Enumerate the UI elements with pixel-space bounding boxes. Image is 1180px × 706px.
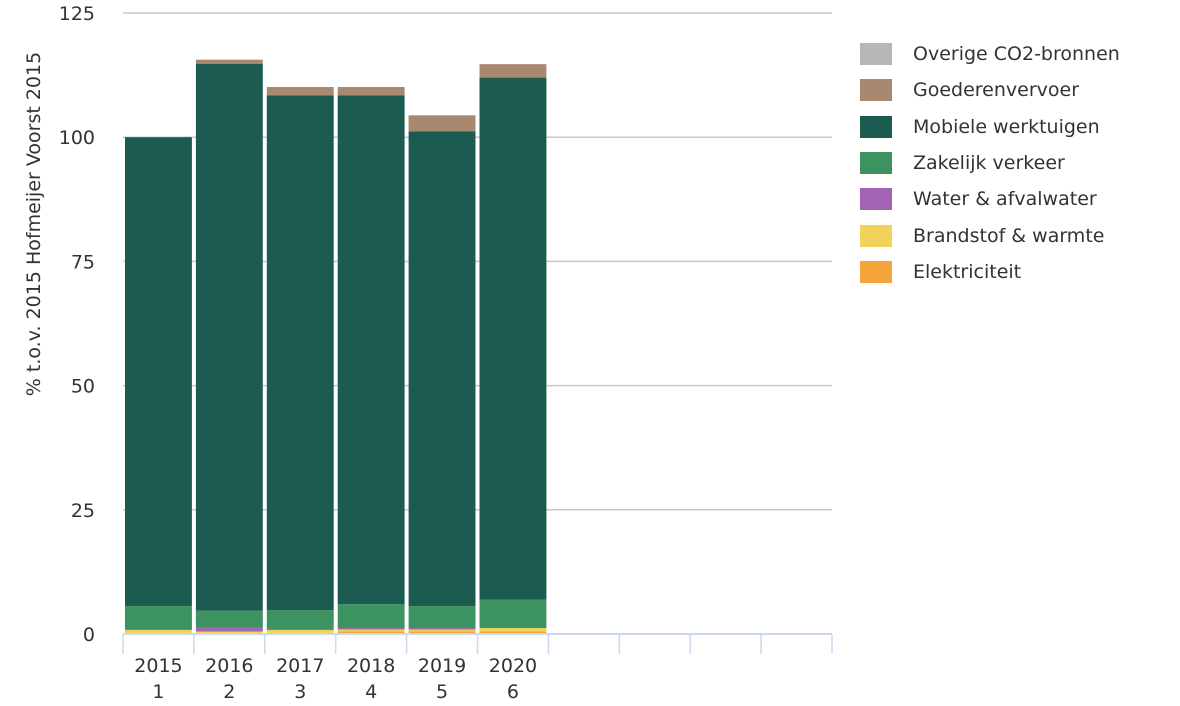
- x-tick-label: 2016: [205, 655, 253, 677]
- bar-segment: [479, 599, 547, 629]
- bar-segment: [408, 131, 476, 607]
- bar-segment: [337, 631, 405, 634]
- legend-swatch: [860, 188, 892, 211]
- bar-segment: [479, 64, 547, 78]
- legend-item[interactable]: Goederenvervoer: [860, 72, 1120, 108]
- bar-segment: [125, 630, 192, 634]
- y-tick-label: 25: [71, 500, 95, 522]
- bar-segment: [195, 63, 263, 611]
- legend-swatch: [860, 79, 892, 102]
- bar-segment: [125, 137, 192, 607]
- x-tick-sublabel: 2: [223, 681, 235, 703]
- x-tick-sublabel: 5: [436, 681, 448, 703]
- x-tick-label: 2018: [347, 655, 395, 677]
- bar-segment: [337, 87, 405, 96]
- bar-segment: [337, 629, 405, 632]
- bar-segment: [408, 115, 476, 132]
- bar-segment: [266, 95, 334, 611]
- bar-segment: [195, 59, 263, 64]
- legend-item[interactable]: Brandstof & warmte: [860, 217, 1120, 253]
- legend-label: Brandstof & warmte: [913, 224, 1105, 247]
- x-tick-label: 2020: [489, 655, 537, 677]
- bar-segment: [479, 77, 547, 600]
- legend-label: Zakelijk verkeer: [913, 152, 1065, 175]
- legend-item[interactable]: Overige CO2-bronnen: [860, 36, 1120, 72]
- bar-segment: [337, 628, 405, 630]
- legend-label: Elektriciteit: [913, 260, 1022, 283]
- x-axis: 2015 1 2016 2 2017 3 2018 4 2019 5 2020 6: [122, 633, 833, 703]
- legend-swatch: [860, 152, 892, 175]
- legend-label: Goederenvervoer: [913, 79, 1080, 102]
- bar-segment: [266, 630, 334, 634]
- legend-label: Water & afvalwater: [913, 188, 1097, 211]
- x-tick-label: 2019: [418, 655, 466, 677]
- bar-segment: [408, 629, 476, 632]
- x-tick-sublabel: 3: [294, 681, 306, 703]
- legend-swatch: [860, 115, 892, 138]
- y-tick-label: 50: [71, 376, 95, 398]
- x-tick-label: 2015: [134, 655, 182, 677]
- legend-swatch: [860, 43, 892, 66]
- legend: Overige CO2-bronnen Goederenvervoer Mobiel…: [860, 36, 1120, 290]
- bar-segment: [408, 631, 476, 634]
- x-tick-sublabel: 6: [507, 681, 519, 703]
- legend-item[interactable]: Elektriciteit: [860, 254, 1120, 290]
- bar-segment: [195, 627, 263, 632]
- bars: [125, 59, 547, 634]
- legend-swatch: [860, 224, 892, 247]
- bar-segment: [337, 95, 405, 605]
- bar-segment: [479, 628, 547, 632]
- bar-segment: [479, 631, 547, 634]
- bar-segment: [266, 87, 334, 96]
- bar-segment: [337, 604, 405, 629]
- y-tick-label: 100: [59, 127, 95, 149]
- y-axis-label: % t.o.v. 2015 Hofmeijer Voorst 2015: [23, 52, 45, 396]
- bar-segment: [266, 629, 334, 631]
- bar-segment: [195, 610, 263, 628]
- legend-label: Mobiele werktuigen: [913, 115, 1100, 138]
- bar-segment: [195, 631, 263, 634]
- y-axis: 0 25 50 75 100 125: [59, 3, 95, 646]
- bar-segment: [408, 628, 476, 630]
- x-tick-label: 2017: [276, 655, 324, 677]
- legend-item[interactable]: Water & afvalwater: [860, 181, 1120, 217]
- bar-segment: [266, 610, 334, 630]
- legend-label: Overige CO2-bronnen: [913, 43, 1120, 66]
- bar-segment: [125, 606, 192, 630]
- bar-segment: [408, 606, 476, 629]
- y-tick-label: 0: [83, 624, 95, 646]
- legend-item[interactable]: Mobiele werktuigen: [860, 109, 1120, 145]
- y-tick-label: 125: [59, 3, 95, 25]
- legend-item[interactable]: Zakelijk verkeer: [860, 145, 1120, 181]
- x-tick-sublabel: 1: [152, 681, 164, 703]
- legend-swatch: [860, 260, 892, 283]
- bar-segment: [125, 629, 192, 631]
- x-tick-sublabel: 4: [365, 681, 377, 703]
- y-tick-label: 75: [71, 251, 95, 273]
